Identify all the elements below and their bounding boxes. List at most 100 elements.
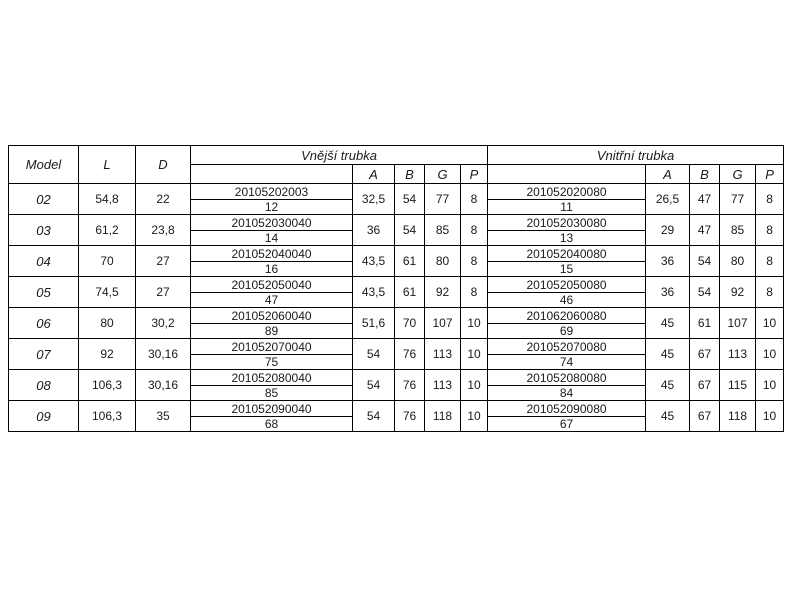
inner-tube-code-cell: 201052040080 [487, 245, 647, 262]
outer-tube-sub-number-cell: 75 [190, 354, 353, 370]
inner-a-value-cell: 45 [645, 307, 691, 339]
inner-tube-code-cell: 201052030080 [487, 214, 647, 231]
inner-p-value-cell: 10 [755, 307, 785, 339]
outer-g-value-cell: 80 [424, 245, 461, 277]
outer-column-header-a: A [352, 164, 395, 184]
outer-tube-code-cell: 201052060040 [190, 307, 353, 324]
model-cell: 08 [8, 369, 79, 401]
inner-a-value-cell: 45 [645, 400, 691, 432]
inner-a-value-cell: 29 [645, 214, 691, 246]
table-row: 07 92 30,16 201052070040 54 76 113 10 2010520700… [8, 338, 785, 370]
inner-b-value-cell: 54 [689, 245, 721, 277]
outer-a-value-cell: 54 [352, 369, 395, 401]
outer-g-value-cell: 92 [424, 276, 461, 308]
inner-b-value-cell: 67 [689, 400, 721, 432]
inner-code-column-header [487, 164, 647, 184]
inner-g-value-cell: 80 [719, 245, 757, 277]
inner-a-value-cell: 36 [645, 245, 691, 277]
inner-b-value-cell: 47 [689, 183, 721, 215]
inner-tube-sub-number-cell: 84 [487, 385, 647, 401]
d-value-cell: 27 [135, 245, 191, 277]
outer-g-value-cell: 113 [424, 369, 461, 401]
outer-column-header-g: G [424, 164, 461, 184]
table-row: 06 80 30,2 201052060040 51,6 70 107 10 201062060… [8, 307, 785, 339]
outer-p-value-cell: 10 [459, 369, 489, 401]
d-value-cell: 22 [135, 183, 191, 215]
model-cell: 09 [8, 400, 79, 432]
header-row-sub: A B G P A B G P [9, 164, 785, 184]
outer-column-header-b: B [394, 164, 425, 184]
outer-tube-sub-number-cell: 12 [190, 199, 353, 215]
table-row-sub: 68 67 [9, 416, 784, 432]
table-header: Model L D Vnější trubka Vnitřní trubka A… [8, 145, 785, 184]
l-value-cell: 54,8 [78, 183, 136, 215]
column-header-model: Model [8, 145, 79, 184]
inner-b-value-cell: 47 [689, 214, 721, 246]
inner-g-value-cell: 107 [719, 307, 757, 339]
inner-g-value-cell: 118 [719, 400, 757, 432]
inner-tube-code-cell: 201052020080 [487, 183, 647, 200]
l-value-cell: 61,2 [78, 214, 136, 246]
outer-b-value-cell: 54 [394, 183, 425, 215]
outer-b-value-cell: 76 [394, 338, 425, 370]
tube-spec-table: Model L D Vnější trubka Vnitřní trubka A… [8, 145, 785, 432]
outer-column-header-p: P [459, 164, 489, 184]
header-row-groups: Model L D Vnější trubka Vnitřní trubka [8, 145, 785, 184]
inner-a-value-cell: 45 [645, 338, 691, 370]
outer-a-value-cell: 43,5 [352, 245, 395, 277]
model-cell: 06 [8, 307, 79, 339]
d-value-cell: 23,8 [135, 214, 191, 246]
outer-b-value-cell: 70 [394, 307, 425, 339]
outer-b-value-cell: 61 [394, 276, 425, 308]
table-row-sub: 85 84 [9, 385, 784, 401]
outer-a-value-cell: 43,5 [352, 276, 395, 308]
outer-tube-sub-number-cell: 47 [190, 292, 353, 308]
d-value-cell: 30,2 [135, 307, 191, 339]
inner-column-header-p: P [755, 164, 785, 184]
inner-tube-sub-number-cell: 67 [487, 416, 647, 432]
model-cell: 04 [8, 245, 79, 277]
inner-p-value-cell: 8 [755, 214, 785, 246]
inner-g-value-cell: 92 [719, 276, 757, 308]
table-row-sub: 14 13 [9, 230, 784, 246]
model-cell: 02 [8, 183, 79, 215]
outer-g-value-cell: 118 [424, 400, 461, 432]
outer-p-value-cell: 8 [459, 245, 489, 277]
column-header-l: L [78, 145, 136, 184]
outer-tube-code-cell: 201052080040 [190, 369, 353, 386]
inner-p-value-cell: 8 [755, 276, 785, 308]
outer-tube-sub-number-cell: 14 [190, 230, 353, 246]
l-value-cell: 74,5 [78, 276, 136, 308]
outer-p-value-cell: 8 [459, 183, 489, 215]
inner-a-value-cell: 45 [645, 369, 691, 401]
outer-tube-sub-number-cell: 85 [190, 385, 353, 401]
l-value-cell: 106,3 [78, 369, 136, 401]
l-value-cell: 92 [78, 338, 136, 370]
inner-tube-sub-number-cell: 15 [487, 261, 647, 277]
tube-spec-table-container: Model L D Vnější trubka Vnitřní trubka A… [8, 145, 785, 432]
inner-p-value-cell: 10 [755, 369, 785, 401]
inner-tube-code-cell: 201052080080 [487, 369, 647, 386]
outer-g-value-cell: 77 [424, 183, 461, 215]
model-cell: 07 [8, 338, 79, 370]
inner-b-value-cell: 67 [689, 338, 721, 370]
inner-column-header-a: A [645, 164, 691, 184]
table-row: 03 61,2 23,8 201052030040 36 54 85 8 20105203008… [8, 214, 785, 246]
inner-column-header-g: G [719, 164, 757, 184]
d-value-cell: 35 [135, 400, 191, 432]
inner-g-value-cell: 115 [719, 369, 757, 401]
group-header-inner-tube: Vnitřní trubka [487, 145, 785, 165]
inner-tube-sub-number-cell: 69 [487, 323, 647, 339]
outer-b-value-cell: 54 [394, 214, 425, 246]
outer-g-value-cell: 113 [424, 338, 461, 370]
inner-a-value-cell: 36 [645, 276, 691, 308]
table-body: 02 54,8 22 20105202003 32,5 54 77 8 201052020080… [8, 183, 785, 432]
inner-p-value-cell: 10 [755, 400, 785, 432]
inner-b-value-cell: 54 [689, 276, 721, 308]
outer-tube-code-cell: 201052030040 [190, 214, 353, 231]
l-value-cell: 80 [78, 307, 136, 339]
outer-tube-sub-number-cell: 16 [190, 261, 353, 277]
model-cell: 03 [8, 214, 79, 246]
outer-a-value-cell: 32,5 [352, 183, 395, 215]
outer-b-value-cell: 76 [394, 400, 425, 432]
